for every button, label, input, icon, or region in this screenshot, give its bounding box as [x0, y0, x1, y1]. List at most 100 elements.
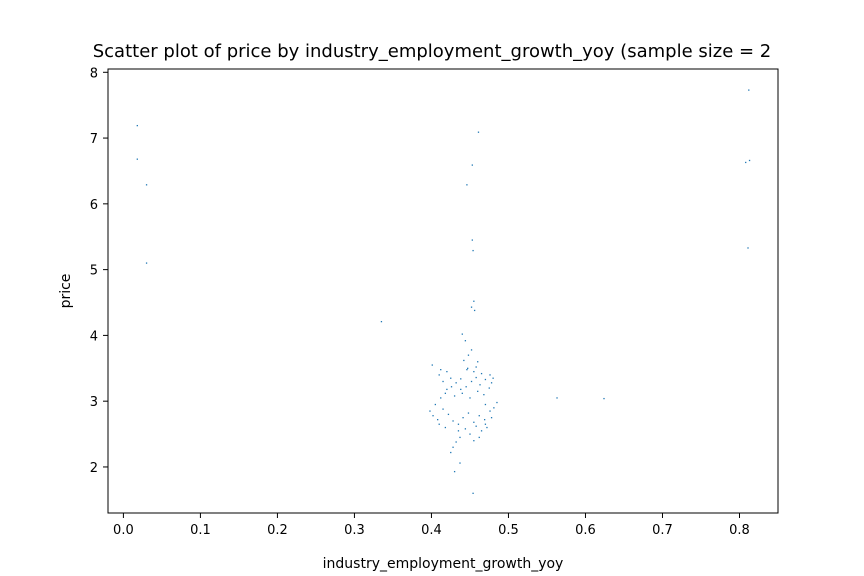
y-tick-label: 6: [90, 198, 98, 213]
scatter-point: [477, 390, 479, 393]
scatter-point: [475, 366, 477, 368]
scatter-point: [480, 372, 483, 375]
scatter-point: [470, 380, 473, 383]
scatter-point: [484, 378, 487, 381]
scatter-point: [446, 370, 448, 373]
scatter-point: [467, 367, 469, 369]
scatter-point: [484, 403, 487, 406]
plot-area-frame: [107, 68, 779, 514]
scatter-point: [464, 340, 467, 342]
scatter-point: [490, 417, 493, 419]
scatter-point: [450, 451, 452, 454]
scatter-point: [438, 423, 440, 425]
scatter-point: [461, 333, 463, 335]
scatter-point: [460, 378, 462, 380]
scatter-point: [748, 89, 750, 91]
y-tick-label: 3: [90, 395, 98, 410]
scatter-point: [453, 395, 456, 397]
scatter-point: [473, 421, 475, 423]
x-tick-label: 0.1: [190, 523, 211, 538]
scatter-point: [469, 433, 471, 435]
scatter-point: [452, 446, 454, 448]
scatter-point: [488, 387, 490, 389]
scatter-point: [446, 388, 448, 391]
x-tick-label: 0.5: [498, 523, 519, 538]
scatter-point: [475, 425, 477, 427]
scatter-point: [431, 364, 433, 366]
scatter-point: [466, 184, 468, 186]
y-tick-label: 7: [90, 132, 98, 147]
scatter-point: [432, 415, 434, 417]
scatter-point: [492, 377, 494, 379]
scatter-point: [462, 417, 464, 419]
scatter-point: [136, 124, 138, 127]
scatter-point: [466, 369, 468, 371]
scatter-point: [455, 382, 457, 384]
scatter-point: [603, 397, 605, 400]
scatter-point: [489, 410, 491, 412]
scatter-point: [453, 470, 456, 473]
scatter-point: [136, 158, 138, 160]
scatter-point: [460, 388, 462, 391]
scatter-point: [745, 161, 747, 164]
scatter-point: [437, 419, 439, 421]
scatter-point: [459, 462, 461, 464]
scatter-point: [444, 392, 447, 394]
scatter-point: [490, 382, 493, 384]
scatter-point: [452, 420, 454, 422]
scatter-point: [473, 300, 475, 302]
scatter-point: [483, 394, 485, 396]
x-axis-title: industry_employment_growth_yoy: [323, 556, 564, 572]
y-axis-title: price: [58, 274, 74, 309]
x-tick-label: 0.3: [344, 523, 365, 538]
scatter-point: [145, 262, 148, 264]
y-tick-label: 8: [90, 66, 98, 81]
y-tick-label: 5: [90, 264, 98, 279]
scatter-point: [493, 407, 495, 409]
scatter-point: [470, 306, 473, 308]
scatter-point: [747, 247, 749, 249]
scatter-marks: [136, 89, 751, 494]
x-tick-label: 0.0: [113, 523, 134, 538]
x-tick-label: 0.6: [575, 523, 596, 538]
scatter-point: [484, 423, 487, 425]
scatter-point: [444, 426, 447, 429]
scatter-point: [380, 320, 383, 323]
scatter-point: [455, 441, 457, 443]
x-tick-label: 0.7: [652, 523, 673, 538]
scatter-point: [473, 370, 475, 373]
scatter-point: [479, 384, 481, 386]
scatter-point: [450, 386, 453, 388]
scatter-point: [748, 159, 751, 162]
scatter-point: [457, 423, 460, 425]
scatter-point: [556, 397, 558, 399]
scatter-point: [478, 415, 480, 417]
scatter-point: [447, 413, 450, 416]
scatter-point: [477, 131, 480, 133]
scatter-point: [496, 401, 498, 404]
scatter-point: [470, 349, 473, 351]
scatter-point: [486, 426, 488, 429]
chart-title: Scatter plot of price by industry_employ…: [93, 41, 772, 62]
scatter-point: [475, 376, 477, 379]
scatter-point: [467, 412, 470, 414]
scatter-point: [471, 239, 473, 241]
scatter-point: [472, 492, 474, 494]
scatter-point: [457, 430, 460, 432]
scatter-point: [478, 436, 480, 439]
scatter-point: [459, 436, 461, 439]
x-tick-label: 0.8: [729, 523, 750, 538]
scatter-point: [463, 359, 465, 362]
scatter-point: [461, 392, 463, 394]
scatter-point: [450, 377, 452, 379]
scatter-point: [469, 397, 471, 399]
scatter-point: [477, 361, 479, 363]
scatter-point: [464, 428, 467, 430]
scatter-point: [429, 410, 431, 412]
scatter-point: [471, 164, 473, 166]
scatter-point: [434, 403, 436, 406]
scatter-point: [473, 440, 475, 442]
scatter-point: [442, 380, 444, 383]
scatter-point: [489, 374, 491, 376]
